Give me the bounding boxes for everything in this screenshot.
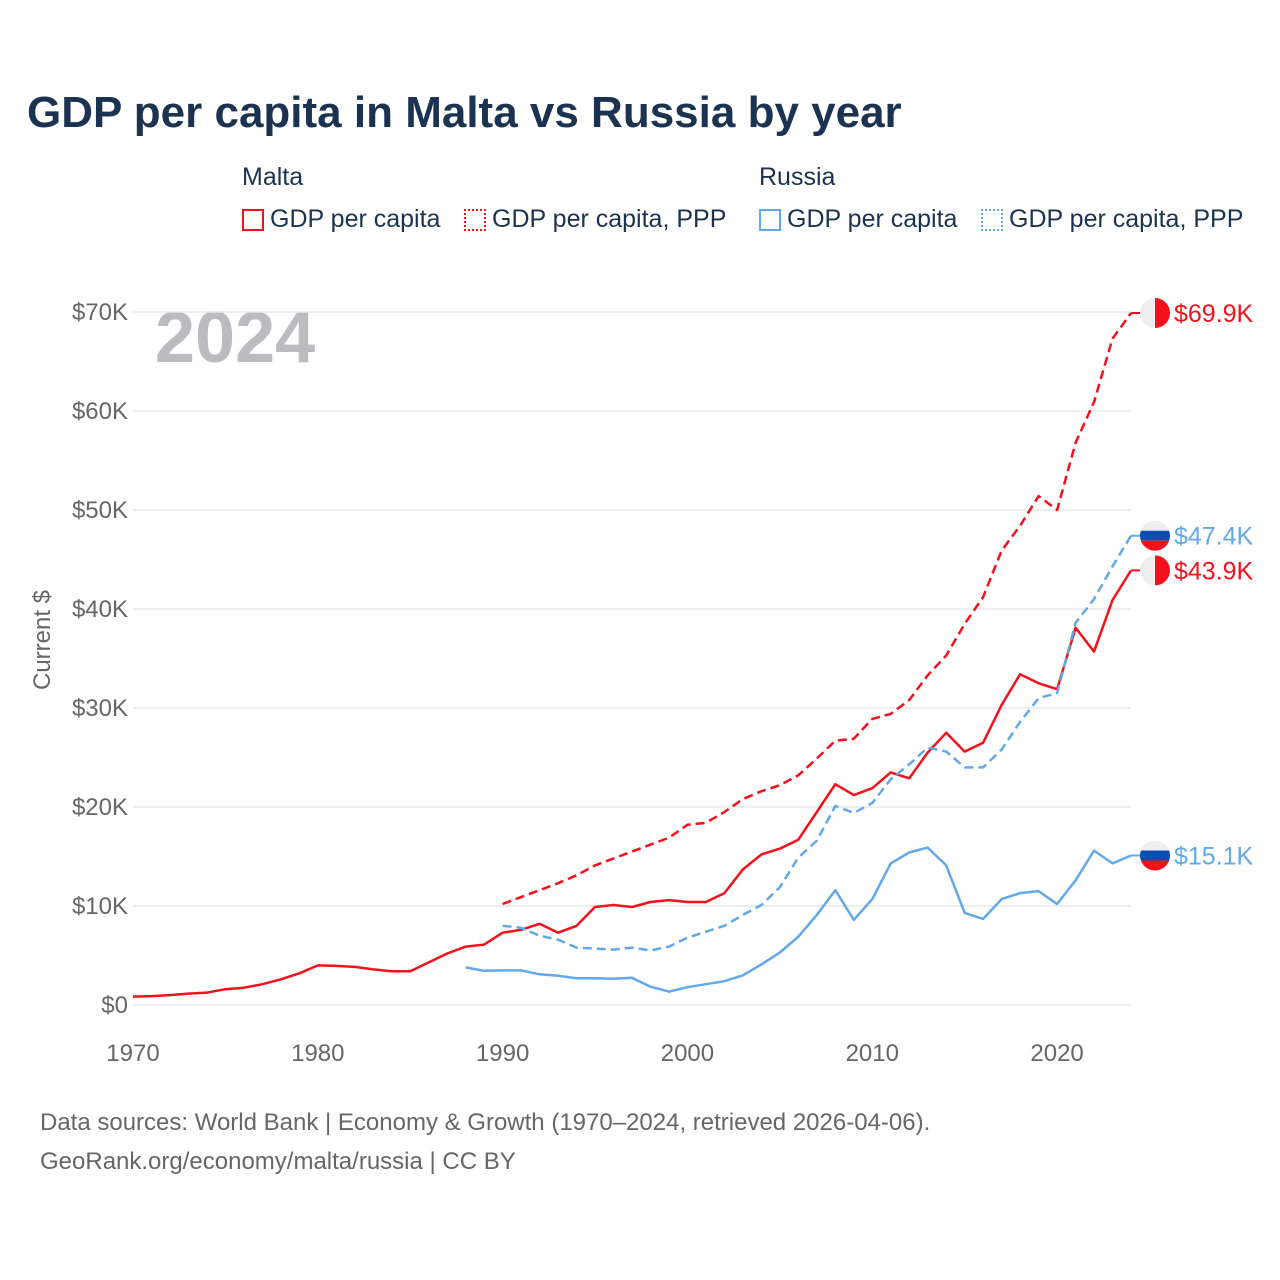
end-value-label: $43.9K [1174, 557, 1254, 585]
legend-swatch-solid [242, 208, 264, 231]
legend-malta-ppp[interactable]: GDP per capita, PPP [464, 205, 726, 234]
x-tick-label: 2000 [661, 1040, 714, 1067]
end-value-label: $15.1K [1174, 843, 1254, 871]
flag-stripes [1140, 520, 1170, 551]
legend-group-russia: Russia [759, 163, 836, 191]
end-value-label: $47.4K [1174, 523, 1254, 551]
y-tick-label: $60K [72, 398, 128, 425]
legend-label: GDP per capita [787, 205, 958, 233]
y-tick-label: $50K [72, 497, 128, 524]
legend-malta-gdp[interactable]: GDP per capita [242, 205, 440, 234]
flag-blue [1140, 530, 1170, 541]
x-tick-label: 1970 [106, 1040, 159, 1067]
footer-sources: Data sources: World Bank | Economy & Gro… [40, 1109, 931, 1136]
legend-russia-gdp[interactable]: GDP per capita [759, 205, 957, 234]
series-line-russia-ppp [502, 535, 1133, 952]
legend-group-malta: Malta [242, 163, 304, 191]
y-tick-label: $0 [101, 992, 128, 1019]
x-tick-label: 1980 [291, 1040, 344, 1067]
malta-flag-icon [1140, 297, 1171, 328]
x-tick-label: 1990 [476, 1040, 529, 1067]
chart-title: GDP per capita in Malta vs Russia by yea… [27, 88, 902, 137]
malta-flag-icon [1140, 555, 1171, 586]
end-value-label: $69.9K [1174, 300, 1254, 328]
flag-stripes [1140, 840, 1170, 871]
russia-flag-icon [1140, 520, 1170, 551]
russia-flag-icon [1140, 840, 1170, 871]
y-axis-title: Current $ [29, 590, 56, 690]
legend-russia-ppp[interactable]: GDP per capita, PPP [981, 205, 1243, 234]
y-tick-label: $30K [72, 695, 128, 722]
flag-red [1155, 297, 1171, 328]
y-tick-label: $20K [72, 794, 128, 821]
footer-link[interactable]: GeoRank.org/economy/malta/russia | CC BY [40, 1148, 516, 1175]
legend-swatch-solid [759, 208, 781, 231]
legend-swatch-dotted [464, 208, 486, 231]
series-line-malta-ppp [502, 312, 1133, 906]
series-line-malta-gdp [132, 569, 1133, 998]
y-tick-label: $40K [72, 596, 128, 623]
y-tick-label: $10K [72, 893, 128, 920]
x-tick-label: 2020 [1030, 1040, 1083, 1067]
legend-label: GDP per capita [270, 205, 441, 233]
legend-label: GDP per capita, PPP [492, 205, 727, 233]
series-line-russia-gdp [465, 846, 1132, 993]
y-tick-label: $70K [72, 299, 128, 326]
legend-label: GDP per capita, PPP [1009, 205, 1244, 233]
flag-red [1155, 555, 1171, 586]
year-watermark: 2024 [155, 298, 315, 378]
x-tick-label: 2010 [846, 1040, 899, 1067]
flag-red [1140, 540, 1170, 551]
flag-blue [1140, 850, 1170, 861]
flag-red [1140, 860, 1170, 871]
flag-white [1140, 520, 1170, 531]
flag-white [1140, 840, 1170, 851]
legend-swatch-dotted [981, 208, 1003, 231]
